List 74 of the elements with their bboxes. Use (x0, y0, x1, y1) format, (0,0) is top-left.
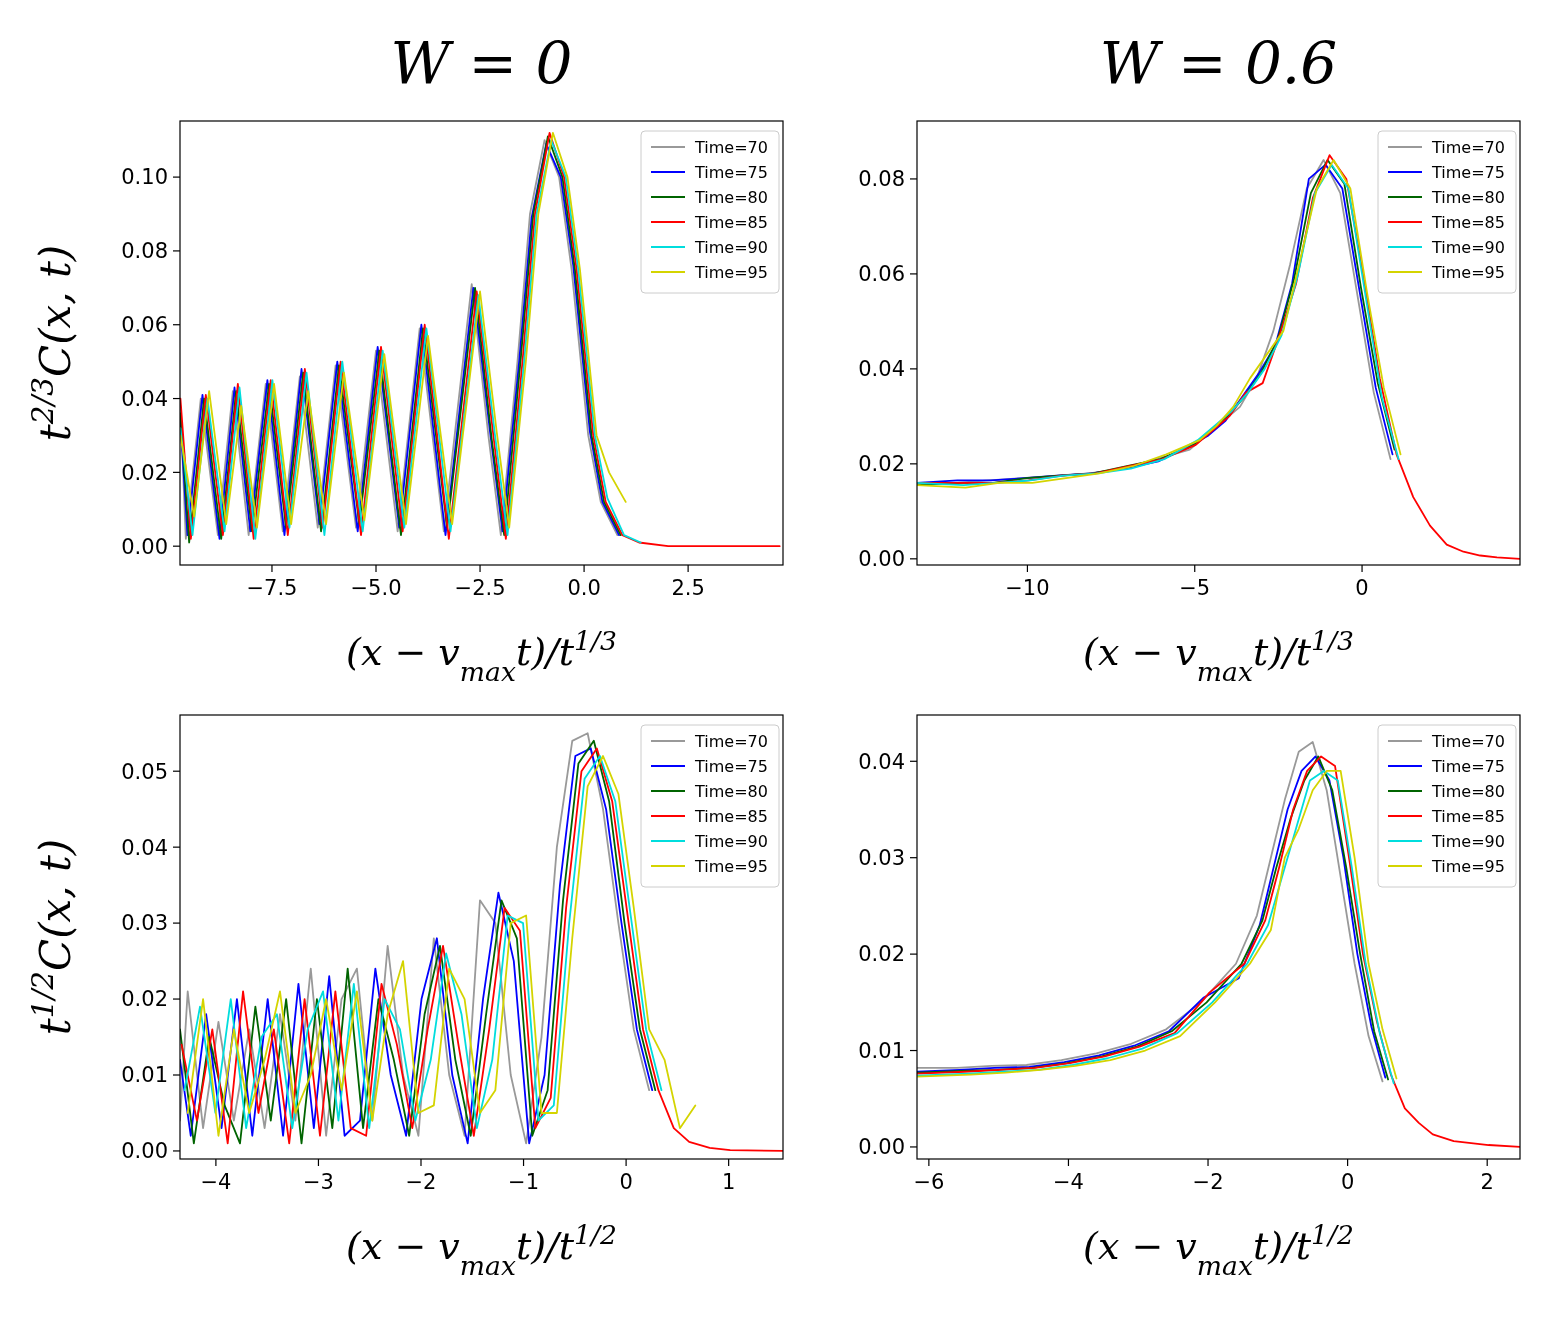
legend-label: Time=90 (1431, 831, 1505, 851)
line-series (180, 131, 781, 548)
x-tick-label: −2 (1192, 1170, 1224, 1194)
legend-label: Time=85 (694, 806, 768, 826)
legend-label: Time=90 (694, 831, 768, 851)
line-series (180, 747, 783, 1152)
y-tick-label: 0.10 (121, 165, 168, 190)
x-tick-label: 0 (619, 1170, 633, 1194)
y-tick-label: 0.00 (121, 1139, 168, 1164)
y-tick-label: 0.04 (121, 835, 168, 860)
x-tick-label: −5.0 (350, 576, 402, 600)
legend-label: Time=75 (1431, 756, 1505, 776)
x-tick-label: −2 (405, 1170, 437, 1194)
legend-label: Time=95 (694, 262, 768, 282)
legend-label: Time=70 (1431, 137, 1505, 157)
legend-label: Time=85 (1431, 212, 1505, 232)
x-tick-label: −5 (1179, 576, 1211, 600)
chart-title: W = 0.6 (1099, 29, 1338, 97)
x-axis-title: (x − v$_{max}$t)/t$^{1/3}$ (1083, 624, 1354, 687)
legend-label: Time=95 (694, 856, 768, 876)
x-axis-title: (x − v$_{max}$t)/t$^{1/2}$ (346, 1218, 617, 1281)
legend-label: Time=95 (1431, 856, 1505, 876)
y-tick-label: 0.02 (858, 942, 905, 967)
legend-label: Time=85 (694, 212, 768, 232)
y-tick-label: 0.02 (121, 460, 168, 485)
legend-label: Time=70 (1431, 731, 1505, 751)
x-tick-label: 0 (1340, 1170, 1355, 1194)
y-tick-label: 0.00 (858, 547, 905, 572)
legend-label: Time=75 (1431, 162, 1505, 182)
y-tick-label: 0.02 (858, 452, 905, 477)
y-tick-label: 0.01 (858, 1038, 905, 1063)
line-series (917, 755, 1520, 1148)
x-axis-title: (x − v$_{max}$t)/t$^{1/3}$ (346, 624, 617, 687)
x-tick-label: 0 (1355, 576, 1369, 600)
chart-title: W = 0 (390, 29, 573, 97)
legend-label: Time=80 (1431, 781, 1505, 801)
x-tick-label: −4 (1052, 1170, 1084, 1194)
y-tick-label: 0.00 (121, 534, 168, 559)
y-tick-label: 0.06 (858, 262, 905, 287)
y-tick-label: 0.08 (121, 239, 168, 264)
legend-label: Time=80 (694, 187, 768, 207)
x-tick-label: −10 (1005, 576, 1050, 600)
legend-label: Time=70 (694, 731, 768, 751)
legend-label: Time=70 (694, 137, 768, 157)
x-tick-label: −1 (508, 1170, 540, 1194)
x-tick-label: −7.5 (246, 576, 298, 600)
y-tick-label: 0.08 (858, 167, 905, 192)
y-tick-label: 0.06 (121, 313, 168, 338)
legend-label: Time=80 (1431, 187, 1505, 207)
x-tick-label: 2.5 (671, 576, 705, 600)
y-tick-label: 0.01 (121, 1063, 168, 1088)
legend-label: Time=75 (694, 162, 768, 182)
legend-label: Time=90 (1431, 237, 1505, 257)
legend-label: Time=95 (1431, 262, 1505, 282)
x-tick-label: 2 (1480, 1170, 1494, 1194)
x-tick-label: −6 (913, 1170, 945, 1194)
legend-label: Time=90 (694, 237, 768, 257)
y-tick-label: 0.00 (858, 1135, 905, 1160)
x-tick-label: −2.5 (454, 576, 506, 600)
legend-label: Time=80 (694, 781, 768, 801)
y-tick-label: 0.04 (858, 357, 905, 382)
y-tick-label: 0.05 (121, 759, 168, 784)
y-tick-label: 0.04 (121, 386, 168, 411)
x-tick-label: 0.0 (567, 576, 601, 600)
legend-label: Time=85 (1431, 806, 1505, 826)
y-tick-label: 0.04 (858, 749, 905, 774)
x-tick-label: 1 (721, 1170, 736, 1194)
y-tick-label: 0.02 (121, 987, 168, 1012)
x-tick-label: −4 (200, 1170, 232, 1194)
y-tick-label: 0.03 (121, 911, 168, 936)
y-tick-label: 0.03 (858, 846, 905, 871)
legend-label: Time=75 (694, 756, 768, 776)
x-axis-title: (x − v$_{max}$t)/t$^{1/2}$ (1083, 1218, 1354, 1281)
x-tick-label: −3 (302, 1170, 334, 1194)
